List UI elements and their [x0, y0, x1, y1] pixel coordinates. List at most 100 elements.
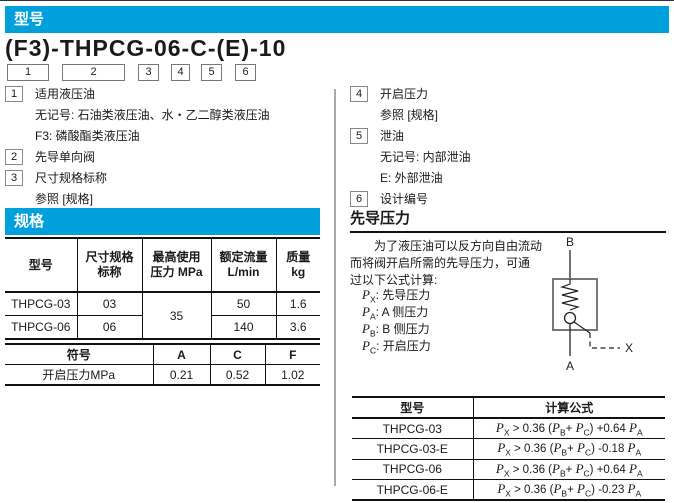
cell-model: THPCG-06 [352, 458, 473, 480]
item-text: E: 外部泄油 [380, 171, 443, 185]
port-label-a: A [566, 359, 574, 373]
table-row: THPCG-03 PX > 0.36 (PB+ PC) +0.64 PA [352, 418, 665, 439]
model-code: (F3)-THPCG-06-C-(E)-10 [5, 35, 287, 61]
legend-label: : 先导压力 [375, 288, 431, 302]
cell-size: 06 [76, 315, 142, 339]
cell-size: 03 [76, 292, 142, 316]
cell-model: THPCG-03 [382, 421, 442, 436]
formula-coefficient: +0.64 [596, 423, 629, 435]
symbol-p: P [362, 287, 370, 302]
symbol-p: P [362, 304, 370, 319]
pilot-symbol-legend: PX: 先导压力 PA: A 侧压力 PB: B 侧压力 PC: 开启压力 [362, 286, 431, 356]
code-box-1: 1 [7, 64, 49, 81]
list-item: 参照 [规格] [350, 104, 668, 125]
legend-item: PX: 先导压力 [362, 286, 431, 305]
column-divider [334, 89, 336, 486]
col-header-rated-flow: 额定流量 L/min [210, 238, 276, 293]
specs-table: 型号 尺寸规格 标称 最高使用 压力 MPa 额定流量 L/min 质量 kg … [5, 237, 320, 340]
col-header-formula: 计算公式 [472, 397, 665, 419]
list-item: 1 适用液压油 [5, 83, 333, 104]
item-number: 5 [350, 127, 368, 144]
cell-row-label: 开启压力MPa [42, 368, 116, 382]
list-item: 参照 [规格] [5, 188, 333, 209]
formula-coefficient: -0.18 [598, 443, 628, 456]
list-item: 6 设计编号 [350, 188, 668, 209]
legend-label: : A 侧压力 [375, 305, 429, 319]
cell-formula: PX > 0.36 (PB+ PC) +0.64 PA [472, 458, 665, 480]
symbol-sub: A [369, 311, 376, 322]
formula-coefficient: +0.64 [596, 463, 629, 476]
symbol-p: P [362, 338, 370, 353]
item-text: F3: 磷酸酯类液压油 [35, 129, 140, 143]
symbol-sub: C [369, 345, 377, 356]
section-title: 型号 [14, 11, 45, 28]
legend-item: PB: B 侧压力 [362, 320, 431, 339]
item-text: 适用液压油 [35, 87, 96, 101]
code-box-2: 2 [62, 64, 125, 81]
item-text: 无记号: 内部泄油 [380, 150, 471, 164]
item-text: 参照 [规格] [35, 192, 94, 206]
table-row: THPCG-03-E PX > 0.36 (PB+ PC) -0.18 PA [352, 438, 665, 460]
formula-coefficient: -0.23 [598, 483, 628, 496]
item-text: 开启压力 [380, 87, 429, 101]
table-row: 开启压力MPa 0.21 0.52 1.02 [5, 364, 320, 385]
table-row: THPCG-06 06 140 3.6 [5, 315, 320, 339]
list-item: 2 先导单向阀 [5, 146, 333, 167]
col-header-mass: 质量 kg [275, 238, 320, 293]
cell-value-c: 0.52 [209, 364, 265, 385]
symbol-sub: X [369, 294, 376, 305]
model-legend-left: 1 适用液压油 无记号: 石油类液压油、水・乙二醇类液压油 F3: 磷酸酯类液压油… [5, 83, 333, 209]
table-header-row: 型号 计算公式 [352, 397, 665, 419]
item-text: 设计编号 [380, 192, 429, 206]
list-item: F3: 磷酸酯类液压油 [5, 125, 333, 146]
pilot-check-valve-symbol: B X A [552, 235, 633, 373]
item-number: 2 [5, 148, 23, 165]
section-header-specs: 规格 [5, 208, 320, 235]
item-text: 参照 [规格] [380, 108, 439, 122]
cell-value-f: 1.02 [264, 364, 320, 385]
item-number: 6 [350, 190, 368, 207]
cell-flow: 140 [210, 315, 276, 339]
item-text: 尺寸规格标称 [35, 171, 108, 185]
spring-symbol [559, 279, 581, 311]
code-box-6: 6 [235, 64, 256, 81]
port-label-b: B [566, 235, 574, 249]
cell-formula: PX > 0.36 (PB+ PC) +0.64 PA [472, 418, 665, 439]
symbol-sub: B [369, 328, 376, 339]
legend-label: : B 侧压力 [375, 322, 430, 336]
table-row: THPCG-03 03 35 50 1.6 [5, 292, 320, 339]
model-legend-right: 4 开启压力 参照 [规格] 5 泄油 无记号: 内部泄油 E: 外部泄油 6 设计编… [350, 83, 668, 209]
pilot-piston-line [573, 321, 591, 334]
port-label-x: X [625, 341, 633, 355]
table-header-row: 符号 A C F [5, 344, 320, 365]
item-text: 无记号: 石油类液压油、水・乙二醇类液压油 [35, 108, 270, 122]
legend-item: PA: A 侧压力 [362, 303, 431, 322]
list-item: 无记号: 内部泄油 [350, 146, 668, 167]
item-number: 1 [5, 85, 23, 102]
col-header-max-pressure: 最高使用 压力 MPa [141, 238, 211, 293]
cell-model: THPCG-03 [11, 297, 71, 311]
cell-value-a: 0.21 [152, 364, 210, 385]
item-text: 先导单向阀 [35, 150, 96, 164]
item-text: 泄油 [380, 129, 405, 143]
code-box-5: 5 [201, 64, 222, 81]
table-header-row: 型号 尺寸规格 标称 最高使用 压力 MPa 额定流量 L/min 质量 kg [5, 238, 320, 293]
cell-model: THPCG-03-E [352, 438, 473, 460]
legend-label: : 开启压力 [376, 339, 431, 353]
col-header-a: A [152, 344, 210, 365]
valve-envelope [552, 278, 598, 331]
formula-table: 型号 计算公式 THPCG-03 PX > 0.36 (PB+ PC) +0.6… [352, 396, 665, 502]
col-header-f: F [264, 344, 320, 365]
section-header-model: 型号 [5, 6, 669, 33]
item-number: 4 [350, 85, 368, 102]
table-row: THPCG-06-E PX > 0.36 (PB+ PC) -0.23 PA [352, 478, 665, 501]
col-header-symbol: 符号 [5, 344, 153, 365]
cell-mass: 3.6 [275, 315, 320, 339]
cell-model: THPCG-06 [5, 315, 77, 339]
col-header-model: 型号 [5, 238, 77, 293]
cracking-pressure-table: 符号 A C F 开启压力MPa 0.21 0.52 1.02 [5, 343, 320, 386]
list-item: 无记号: 石油类液压油、水・乙二醇类液压油 [5, 104, 333, 125]
code-box-3: 3 [138, 64, 159, 81]
list-item: 3 尺寸规格标称 [5, 167, 333, 188]
